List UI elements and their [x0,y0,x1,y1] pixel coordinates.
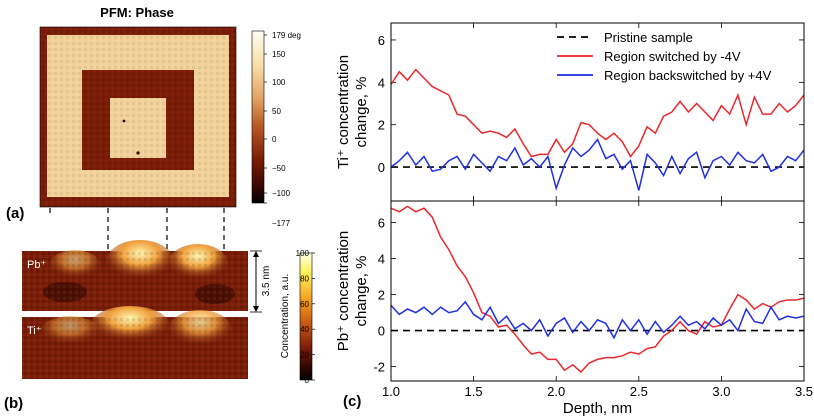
panel-label-c: (c) [343,393,361,410]
ti-chart: 0 2 4 6 Ti⁺ concentration change, % [335,22,805,202]
scale-bar: 3.5 nm [250,250,272,313]
x-tick-label: 3.5 [795,384,813,399]
pfm-colorbar-tick-label: 100 [272,78,286,87]
panel-label-a: (a) [6,205,24,222]
pfm-panel: PFM: Phase 179 deg 150 100 50 0 −50 −100 −177 (… [6,5,301,228]
y-tick-label: 4 [378,75,385,90]
concentration-colorbar-label: Concentration, a.u. [280,274,291,359]
pfm-colorbar-tick-label: −50 [272,164,286,173]
concentration-colorbar-tick-label: 60 [300,300,309,309]
series-line-2 [390,300,805,340]
legend-label-1: Region switched by -4V [604,49,741,64]
y-tick-label: 2 [378,118,385,133]
x-axis-label: Depth, nm [563,400,632,416]
legend-label-0: Pristine sample [604,30,693,45]
y-axis-label: Ti⁺ concentration [335,55,352,169]
pb-chart: -2 0 2 4 6 1.0 1.5 2.0 2.5 3.0 3.5 Pb⁺ concentratio… [335,200,813,416]
pfm-colorbar: 179 deg 150 100 50 0 −50 −100 −177 [251,30,301,228]
series-line-1 [390,205,805,374]
panel-label-b: (b) [4,395,23,412]
x-tick-label: 1.5 [465,384,483,399]
x-tick-label: 2.0 [547,384,565,399]
scale-bar-label: 3.5 nm [261,266,272,297]
pfm-colorbar-tick-label: −100 [272,189,291,198]
y-tick-label: 2 [378,288,385,303]
maps-panel: Pb⁺ Ti⁺ 3.5 nm 100 80 60 40 20 0 Concentratio… [4,240,315,412]
pfm-image [39,26,237,208]
guide-lines [49,208,225,252]
concentration-colorbar: 100 80 60 40 20 0 Concentration, a.u. [280,249,315,385]
ti-map-label: Ti⁺ [27,325,42,337]
pfm-colorbar-tick-label: 179 deg [272,31,301,40]
pb-map: Pb⁺ [22,240,248,311]
legend-label-2: Region backswitched by +4V [604,68,772,83]
concentration-colorbar-tick-label: 0 [305,376,310,385]
y-axis-label-line2: change, % [353,256,370,327]
y-axis-label: Pb⁺ concentration [335,231,352,352]
x-tick-label: 2.5 [630,384,648,399]
x-tick-label: 3.0 [712,384,730,399]
y-tick-label: 4 [378,252,385,267]
y-tick-label: 6 [378,216,385,231]
pfm-colorbar-tick-label: 0 [272,135,277,144]
series-line-2 [390,138,805,191]
concentration-colorbar-tick-label: 20 [300,351,309,360]
pfm-colorbar-tick-label: 150 [272,50,286,59]
y-axis-label-line2: change, % [353,77,370,148]
concentration-colorbar-tick-label: 80 [300,274,309,283]
ti-map: Ti⁺ [22,306,248,379]
concentration-colorbar-tick-label: 100 [296,249,310,258]
y-tick-label: 0 [378,160,385,175]
pb-map-label: Pb⁺ [27,259,46,271]
legend: Pristine sample Region switched by -4V Reg… [557,30,772,83]
y-tick-label: -2 [373,360,385,375]
series-line-1 [390,68,805,158]
pfm-colorbar-tick-label: 50 [272,107,281,116]
concentration-colorbar-tick-label: 40 [300,325,309,334]
pfm-title: PFM: Phase [100,5,174,20]
y-tick-label: 0 [378,324,385,339]
y-tick-label: 6 [378,33,385,48]
x-tick-label: 1.0 [382,384,400,399]
plot-frame [390,200,805,382]
pfm-colorbar-tick-label: −177 [272,219,291,228]
